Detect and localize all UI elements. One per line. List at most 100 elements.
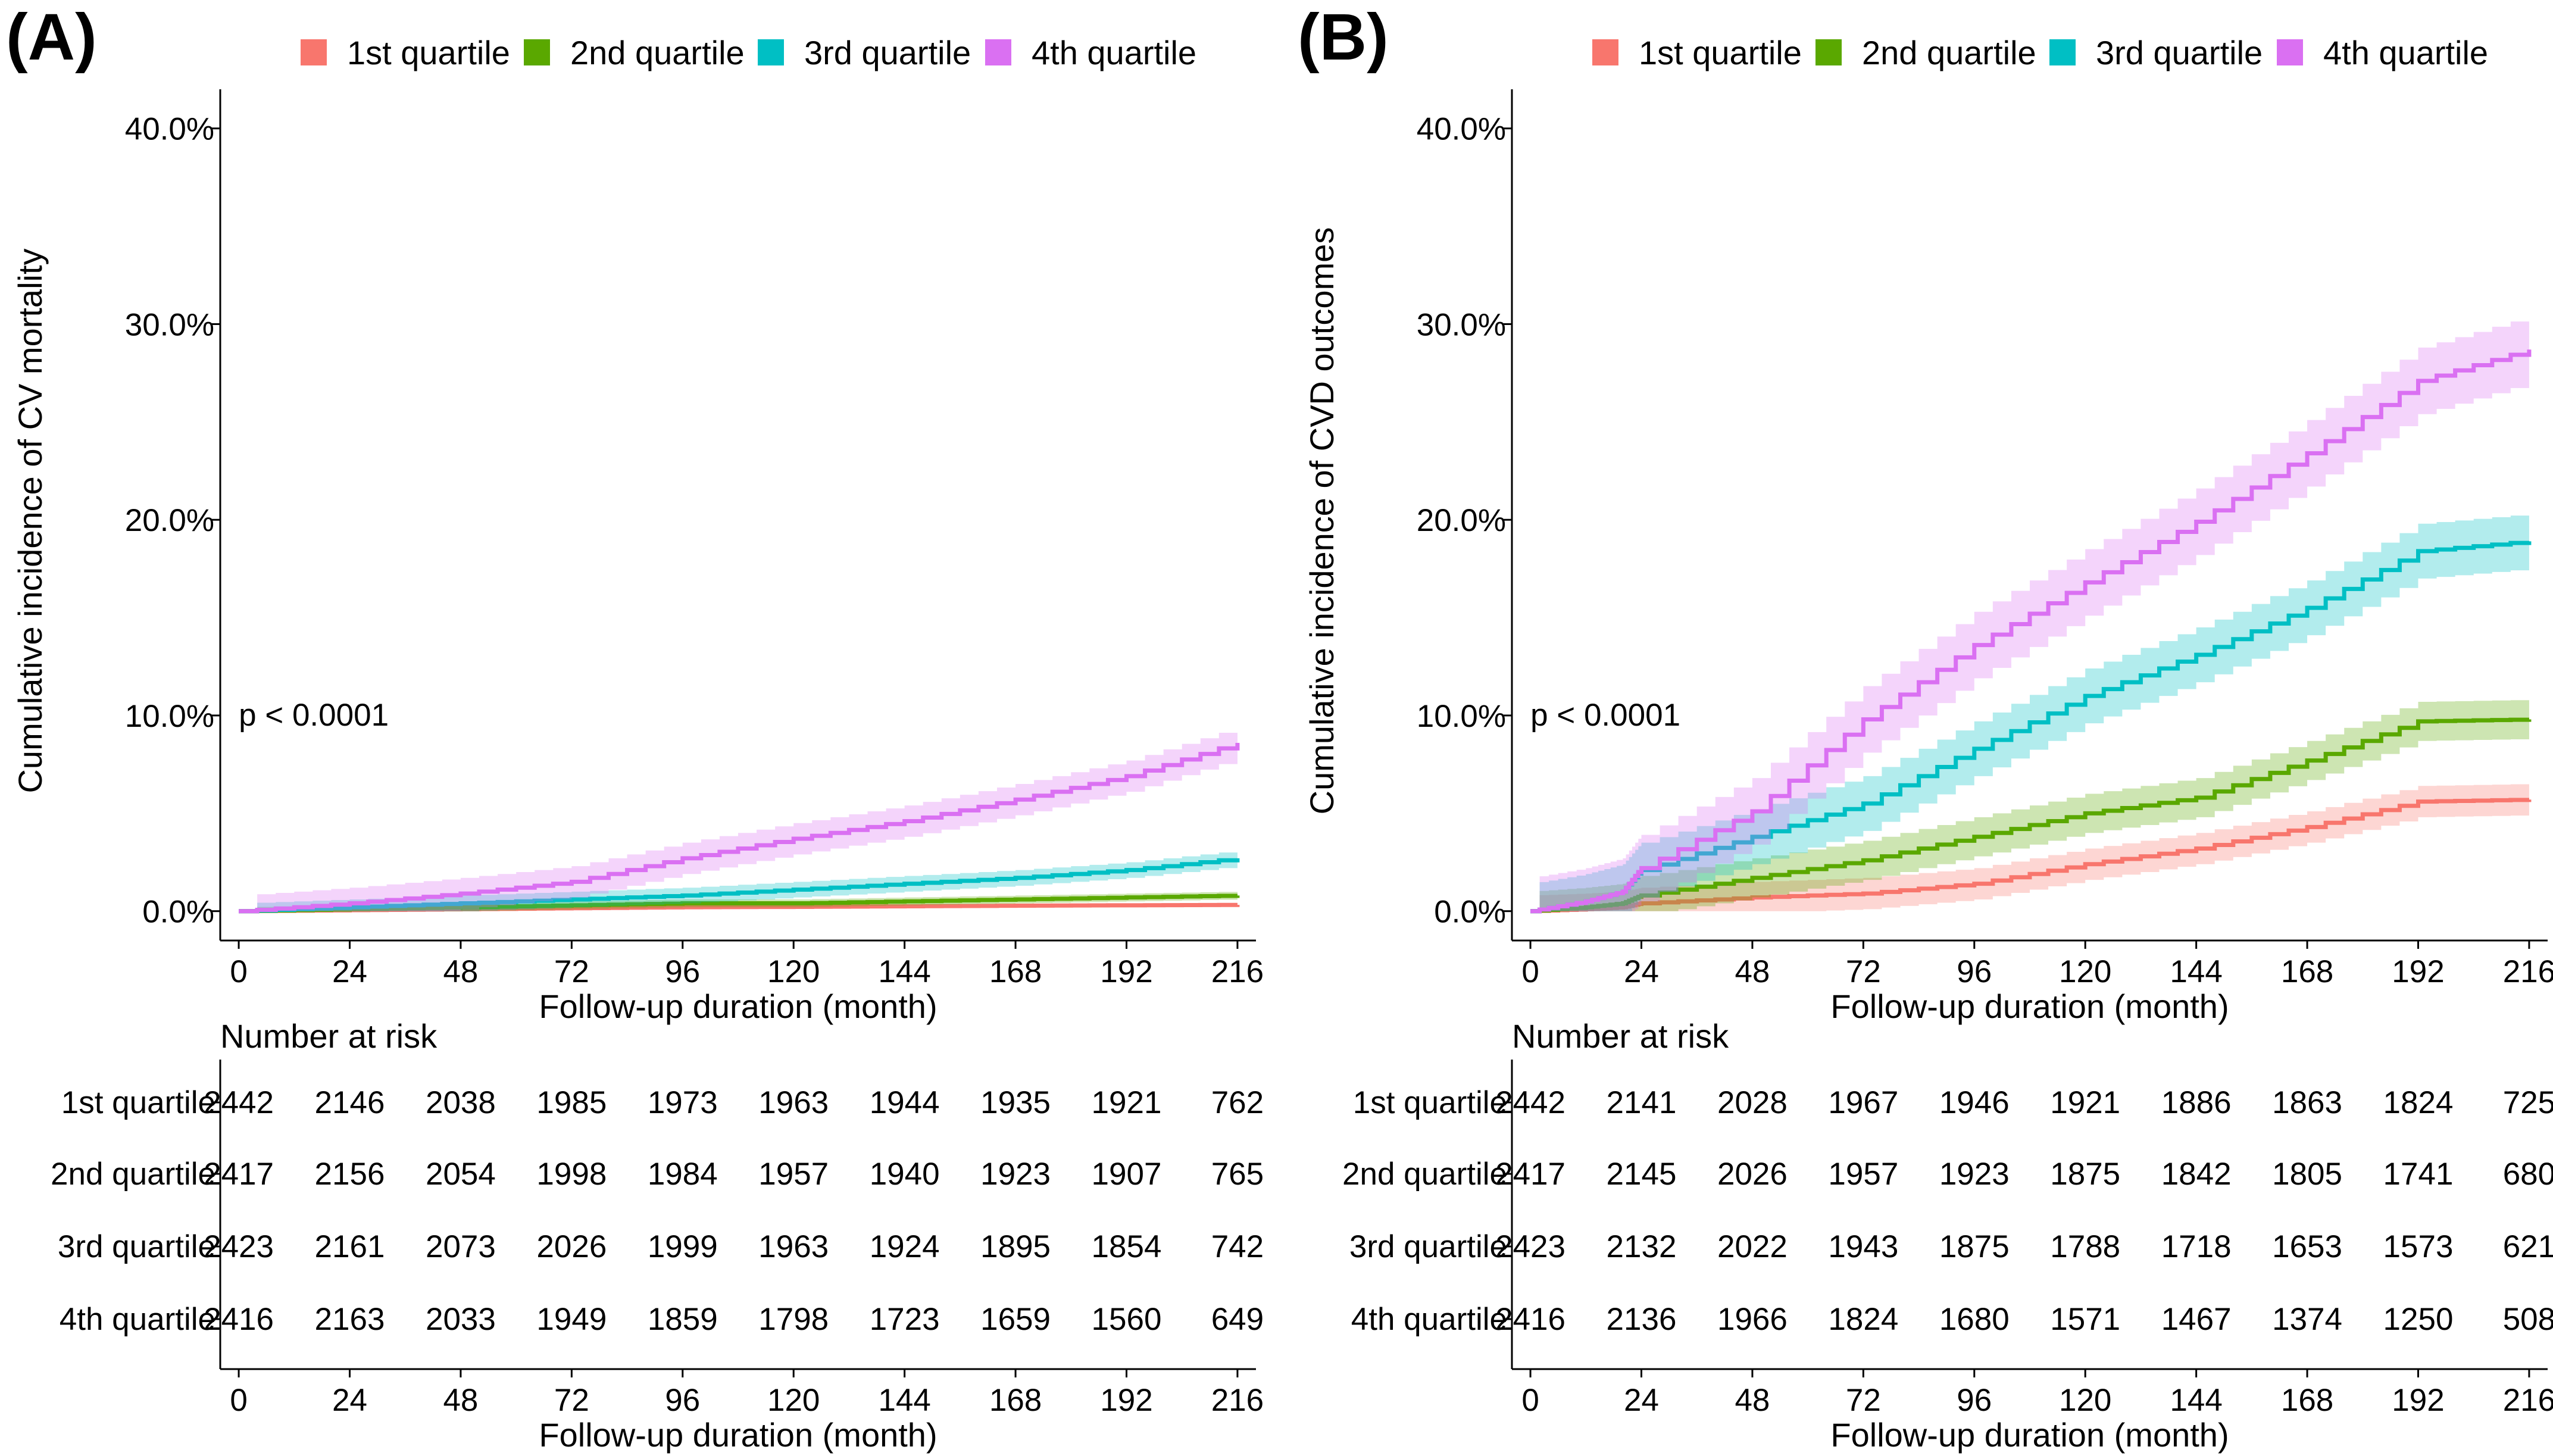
- risk-x-tick-label: 48: [443, 1383, 478, 1418]
- risk-cell: 508: [2503, 1302, 2553, 1337]
- risk-cell: 1973: [648, 1085, 718, 1120]
- y-tick-label: 40.0%: [1417, 112, 1506, 147]
- panel-b: (B) 1st quartile 2nd quartile 3rd quartile 4…: [1298, 1, 2553, 1454]
- x-tick-label: 24: [332, 954, 367, 989]
- risk-table-title: Number at risk: [220, 1017, 438, 1055]
- y-tick-label: 30.0%: [125, 307, 214, 342]
- risk-x-tick-label: 96: [1957, 1383, 1992, 1418]
- risk-row-label-1st-quartile: 1st quartile: [1353, 1085, 1507, 1120]
- y-tick-label: 10.0%: [125, 699, 214, 734]
- x-tick-label: 96: [665, 954, 700, 989]
- panel-label: (A): [6, 1, 97, 74]
- ci-band-2nd-quartile: [1530, 699, 2529, 911]
- legend-key-2nd-quartile: [1815, 39, 1842, 65]
- legend-label-1st-quartile: 1st quartile: [1639, 34, 1802, 71]
- risk-cell: 1842: [2161, 1157, 2232, 1192]
- legend: 1st quartile 2nd quartile 3rd quartile 4th …: [301, 34, 1196, 71]
- x-axis-title: Follow-up duration (month): [1830, 988, 2229, 1025]
- risk-cell: 1854: [1092, 1229, 1162, 1264]
- risk-cell: 1984: [648, 1157, 718, 1192]
- risk-x-axis-title: Follow-up duration (month): [1830, 1416, 2229, 1454]
- risk-x-tick-label: 216: [1211, 1383, 1264, 1418]
- y-tick-label: 10.0%: [1417, 699, 1506, 734]
- risk-cell: 1859: [648, 1302, 718, 1337]
- risk-x-tick-label: 168: [2281, 1383, 2333, 1418]
- risk-x-tick-label: 216: [2503, 1383, 2553, 1418]
- risk-cell: 1921: [1092, 1085, 1162, 1120]
- risk-cell: 2442: [204, 1085, 274, 1120]
- x-tick-label: 72: [1846, 954, 1881, 989]
- risk-cell: 765: [1211, 1157, 1264, 1192]
- risk-cell: 1963: [758, 1085, 829, 1120]
- risk-cell: 1907: [1092, 1157, 1162, 1192]
- series-2nd-quartile: [1530, 699, 2532, 914]
- x-tick-label: 216: [1211, 954, 1264, 989]
- y-tick-label: 20.0%: [125, 503, 214, 538]
- p-value-annotation: p < 0.0001: [1530, 698, 1680, 733]
- risk-cell: 2145: [1607, 1157, 1677, 1192]
- legend-label-2nd-quartile: 2nd quartile: [1862, 34, 2036, 71]
- x-tick-label: 0: [230, 954, 247, 989]
- x-tick-label: 120: [2059, 954, 2111, 989]
- x-tick-label: 192: [1100, 954, 1152, 989]
- risk-cell: 2073: [426, 1229, 496, 1264]
- risk-cell: 1886: [2161, 1085, 2232, 1120]
- risk-cell: 1875: [1939, 1229, 2010, 1264]
- risk-x-tick-label: 72: [1846, 1383, 1881, 1418]
- km-line-4th-quartile: [1530, 349, 2532, 914]
- risk-x-tick-label: 168: [989, 1383, 1042, 1418]
- risk-cell: 1573: [2383, 1229, 2454, 1264]
- x-tick-label: 48: [1735, 954, 1770, 989]
- series-3rd-quartile: [239, 850, 1240, 914]
- risk-cell: 1653: [2272, 1229, 2342, 1264]
- risk-cell: 2423: [1495, 1229, 1565, 1264]
- risk-cell: 2141: [1607, 1085, 1677, 1120]
- y-tick-label: 20.0%: [1417, 503, 1506, 538]
- risk-row-label-3rd-quartile: 3rd quartile: [1349, 1229, 1507, 1264]
- ci-band-3rd-quartile: [239, 850, 1238, 911]
- risk-cell: 725: [2503, 1085, 2553, 1120]
- x-tick-label: 48: [443, 954, 478, 989]
- risk-cell: 680: [2503, 1157, 2553, 1192]
- risk-cell: 1985: [536, 1085, 607, 1120]
- risk-cell: 1571: [2050, 1302, 2120, 1337]
- x-tick-label: 144: [878, 954, 930, 989]
- series-2nd-quartile: [239, 891, 1240, 914]
- risk-row-label-4th-quartile: 4th quartile: [1351, 1302, 1507, 1337]
- x-tick-label: 168: [989, 954, 1042, 989]
- risk-cell: 1999: [648, 1229, 718, 1264]
- risk-cell: 1924: [870, 1229, 940, 1264]
- risk-cell: 1824: [1828, 1302, 1898, 1337]
- risk-row-label-4th-quartile: 4th quartile: [60, 1302, 215, 1337]
- risk-cell: 1875: [2050, 1157, 2120, 1192]
- y-tick-label: 0.0%: [1434, 895, 1506, 930]
- x-tick-label: 192: [2392, 954, 2444, 989]
- x-tick-label: 96: [1957, 954, 1992, 989]
- x-tick-label: 24: [1624, 954, 1659, 989]
- risk-cell: 2416: [204, 1302, 274, 1337]
- risk-cell: 2163: [315, 1302, 385, 1337]
- risk-cell: 1718: [2161, 1229, 2232, 1264]
- risk-cell: 1863: [2272, 1085, 2342, 1120]
- risk-cell: 2417: [1495, 1157, 1565, 1192]
- risk-cell: 1946: [1939, 1085, 2010, 1120]
- risk-cell: 762: [1211, 1085, 1264, 1120]
- risk-x-tick-label: 24: [1624, 1383, 1659, 1418]
- km-line-4th-quartile: [239, 742, 1240, 914]
- risk-cell: 1824: [2383, 1085, 2454, 1120]
- risk-x-tick-label: 72: [554, 1383, 589, 1418]
- panel-label: (B): [1298, 1, 1389, 74]
- risk-cell: 1935: [980, 1085, 1051, 1120]
- risk-x-tick-label: 96: [665, 1383, 700, 1418]
- p-value-annotation: p < 0.0001: [239, 698, 389, 733]
- risk-x-tick-label: 0: [1521, 1383, 1539, 1418]
- risk-x-tick-label: 192: [2392, 1383, 2444, 1418]
- risk-cell: 1949: [536, 1302, 607, 1337]
- risk-cell: 2038: [426, 1085, 496, 1120]
- risk-cell: 1467: [2161, 1302, 2232, 1337]
- risk-cell: 1963: [758, 1229, 829, 1264]
- risk-cell: 2156: [315, 1157, 385, 1192]
- risk-cell: 1798: [758, 1302, 829, 1337]
- km-line-2nd-quartile: [1530, 717, 2532, 914]
- risk-cell: 1374: [2272, 1302, 2342, 1337]
